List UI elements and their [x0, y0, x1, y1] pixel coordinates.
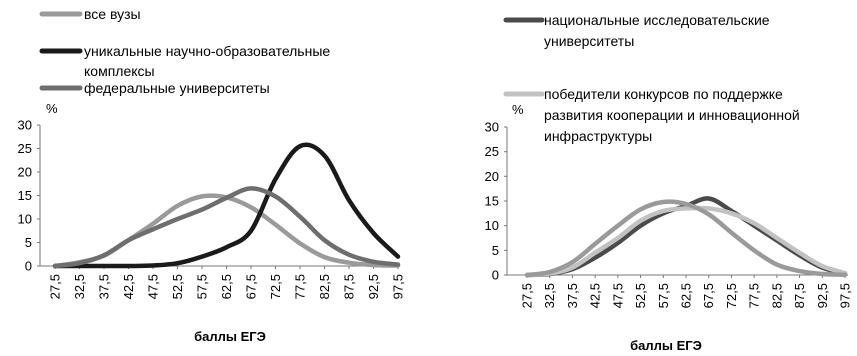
y-tick-label: 10 — [485, 218, 499, 233]
x-axis-title-right: баллы ЕГЭ — [630, 338, 702, 353]
y-tick-label: 15 — [18, 188, 32, 203]
x-tick-label: 97,5 — [391, 274, 406, 299]
x-tick-label: 27,5 — [48, 274, 63, 299]
chart-right: % 0 5 10 15 20 25 30 27,5 32,5 37,5 42,5 47,5 52,5 5… — [485, 102, 853, 353]
x-tick-label: 47,5 — [610, 283, 625, 308]
y-unit-label-left: % — [46, 101, 58, 116]
y-tick-label: 30 — [18, 118, 32, 133]
legend-label-unique-complexes-line1: уникальные научно-образовательные — [84, 43, 330, 59]
x-tick-label: 62,5 — [679, 283, 694, 308]
x-axis-title-left: баллы ЕГЭ — [194, 329, 266, 344]
x-tick-label: 92,5 — [815, 283, 830, 308]
left-series-line-2 — [52, 142, 401, 269]
y-tick-label: 25 — [485, 144, 499, 159]
legend-label-federal-universities: федеральные университеты — [84, 80, 270, 96]
x-tick-label: 52,5 — [170, 274, 185, 299]
x-tick-label: 82,5 — [317, 274, 332, 299]
legend-label-unique-complexes-line2: комплексы — [84, 63, 155, 79]
x-tick-label: 87,5 — [792, 283, 807, 308]
legend-label-competition-winners-line3: инфраструктуры — [544, 128, 652, 144]
x-tick-label: 77,5 — [747, 283, 762, 308]
legend-label-all-universities: все вузы — [84, 6, 141, 22]
x-tick-label: 42,5 — [121, 274, 136, 299]
legend-label-national-research-line1: национальные исследовательские — [544, 12, 770, 28]
x-tick-label: 42,5 — [588, 283, 603, 308]
y-tick-label: 20 — [485, 169, 499, 184]
x-tick-label: 57,5 — [195, 274, 210, 299]
x-tick-label: 32,5 — [72, 274, 87, 299]
x-tick-label: 72,5 — [268, 274, 283, 299]
y-tick-label: 5 — [25, 235, 32, 250]
x-tick-label: 97,5 — [838, 283, 853, 308]
x-tick-label: 52,5 — [633, 283, 648, 308]
chart-left: % 0 5 10 15 20 25 30 27,5 32,5 37,5 42,5 47,5 52,5 5… — [18, 101, 406, 344]
legend-label-national-research-line2: университеты — [544, 33, 634, 49]
y-tick-label: 15 — [485, 194, 499, 209]
x-tick-label: 77,5 — [293, 274, 308, 299]
left-series-line-3 — [52, 186, 401, 269]
x-tick-label: 72,5 — [724, 283, 739, 308]
x-tick-label: 92,5 — [366, 274, 381, 299]
x-tick-label: 27,5 — [520, 283, 535, 308]
x-tick-label: 67,5 — [244, 274, 259, 299]
x-tick-label: 37,5 — [565, 283, 580, 308]
legend-label-competition-winners-line2: развития кооперации и инновационной — [544, 107, 800, 123]
y-tick-label: 10 — [18, 212, 32, 227]
x-tick-label: 82,5 — [769, 283, 784, 308]
y-unit-label-right: % — [512, 102, 524, 117]
x-tick-label: 62,5 — [219, 274, 234, 299]
legend-right: национальные исследовательские университ… — [503, 12, 800, 144]
y-tick-label: 0 — [25, 259, 32, 274]
x-tick-label: 87,5 — [342, 274, 357, 299]
x-tick-label: 32,5 — [542, 283, 557, 308]
y-tick-label: 5 — [492, 243, 499, 258]
x-tick-label: 57,5 — [656, 283, 671, 308]
right-series-line-3 — [524, 199, 848, 278]
x-tick-label: 47,5 — [146, 274, 161, 299]
y-tick-label: 20 — [18, 165, 32, 180]
legend-label-competition-winners-line1: победители конкурсов по поддержке — [544, 86, 783, 102]
y-tick-label: 30 — [485, 120, 499, 135]
legend-left: все вузы уникальные научно-образовательн… — [39, 6, 330, 96]
y-tick-label: 25 — [18, 141, 32, 156]
x-tick-label: 67,5 — [701, 283, 716, 308]
y-tick-label: 0 — [492, 268, 499, 283]
x-tick-label: 37,5 — [97, 274, 112, 299]
right-series-line-2 — [524, 205, 848, 278]
